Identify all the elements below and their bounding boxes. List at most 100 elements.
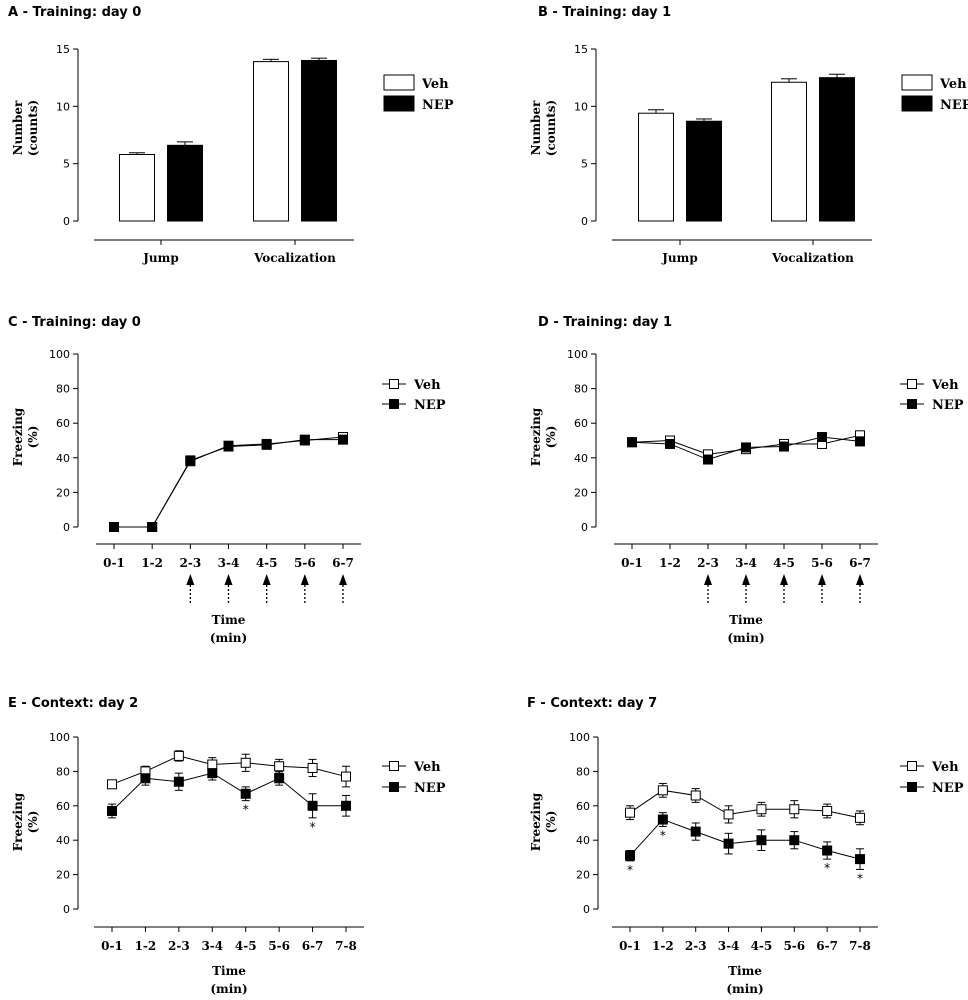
stimulus-arrow-icon [339,574,347,604]
x-category-label: Jump [661,251,698,265]
y-axis-label-line: (%) [26,426,40,449]
significance-star: * [824,861,830,875]
y-tick-label: 0 [63,521,70,534]
x-axis-label: Time [729,613,763,627]
y-axis-label: Freezing(%) [529,407,558,466]
y-axis-label-line: Number [11,100,25,155]
data-point-veh [690,790,701,801]
legend-label-veh: Veh [931,378,959,393]
legend-label-veh: Veh [939,77,967,92]
legend-swatch-veh [901,74,933,91]
legend-marker-veh [389,379,399,389]
data-point-nep [741,442,751,453]
panel-d-chart: D - Training: day 1020406080100Freezing(… [529,315,964,645]
x-category-label: 3-4 [718,939,740,953]
x-category-label: 4-5 [256,556,278,570]
y-tick-label: 40 [574,452,588,465]
data-point-veh [107,779,117,790]
data-point-nep [299,434,310,445]
legend-swatch-veh [383,74,415,91]
y-axis-label-line: Freezing [529,407,543,466]
arrow-head [856,574,864,585]
bar-veh-jump [119,153,155,222]
legend-marker-veh [907,379,917,389]
data-point-nep [261,439,272,450]
y-tick-label: 80 [576,765,590,778]
panel-title: C - Training: day 0 [8,315,141,330]
y-axis-label-line: (%) [544,426,558,449]
x-category-label: 5-6 [783,939,805,953]
data-point-veh [789,804,800,815]
y-tick-label: 60 [576,800,590,813]
x-category-label: 3-4 [218,556,240,570]
legend-marker-veh [389,761,399,771]
y-tick-label: 20 [576,869,590,882]
stimulus-arrow-icon [224,574,233,604]
arrow-head [300,574,309,585]
stimulus-arrow-icon [856,574,864,604]
x-axis-label: Time [728,964,762,978]
legend-marker-nep [389,782,399,792]
arrow-head [262,574,271,585]
legend-label-veh: Veh [413,760,441,775]
y-tick-label: 20 [574,486,588,499]
data-point-nep [341,800,351,811]
data-point-veh [855,812,865,823]
x-axis-unit-label: (min) [727,631,764,645]
series-line-nep [114,439,343,528]
y-tick-label: 0 [63,903,70,916]
bar-nep-jump [167,144,203,222]
panel-title: F - Context: day 7 [527,696,657,711]
x-category-label: 1-2 [652,939,674,953]
y-axis-label: Freezing(%) [11,792,40,851]
data-point-nep [855,854,865,865]
series-line-nep [111,772,346,812]
x-category-label: Vocalization [771,251,854,265]
x-axis-unit-label: (min) [726,982,763,996]
data-point-nep [625,850,635,861]
legend-label-nep: NEP [414,398,446,413]
data-point-nep [665,438,675,449]
data-point-nep [173,776,184,787]
x-category-label: 1-2 [141,556,163,570]
y-tick-label: 40 [576,834,590,847]
x-category-label: Vocalization [253,251,336,265]
y-tick-label: 100 [569,731,590,744]
y-tick-label: 0 [583,903,590,916]
stimulus-arrow-icon [780,574,788,604]
x-axis-label: Time [212,613,246,627]
arrow-head [704,574,712,585]
y-tick-label: 80 [56,765,70,778]
data-point-nep [185,455,196,466]
panel-f-chart: F - Context: day 7 0 20 40 60 80 100 Freezing(%… [527,696,964,996]
bar-nep-vocalization [301,59,337,222]
y-tick-label: 60 [56,417,70,430]
y-tick-label: 60 [56,800,70,813]
data-point-nep [147,522,158,532]
x-category-label: 6-7 [816,939,838,953]
panel-title: A - Training: day 0 [8,5,141,20]
x-category-label: 0-1 [103,556,125,570]
y-tick-label: 0 [581,215,588,228]
data-point-nep [779,441,789,452]
arrow-head [186,574,195,585]
y-axis-label: Number(counts) [11,100,40,156]
x-category-label: 2-3 [697,556,719,570]
significance-star: * [660,828,666,842]
data-point-nep [817,432,827,443]
data-point-nep [822,845,833,856]
stimulus-arrow-icon [704,574,712,604]
panel-a-chart: A - Training: day 0 0 5 10 15 Number(counts) J… [8,5,454,265]
data-point-nep [723,838,734,849]
bar-nep-vocalization [819,77,855,222]
data-point-veh [274,761,285,772]
x-category-label: 2-3 [168,939,190,953]
y-tick-label: 15 [56,43,70,56]
data-point-nep [109,522,119,532]
x-category-label: 6-7 [332,556,354,570]
significance-star: * [310,820,316,834]
x-category-label: 1-2 [659,556,681,570]
arrow-head [742,574,750,585]
x-category-label: 7-8 [335,939,357,953]
significance-star: * [243,803,249,817]
